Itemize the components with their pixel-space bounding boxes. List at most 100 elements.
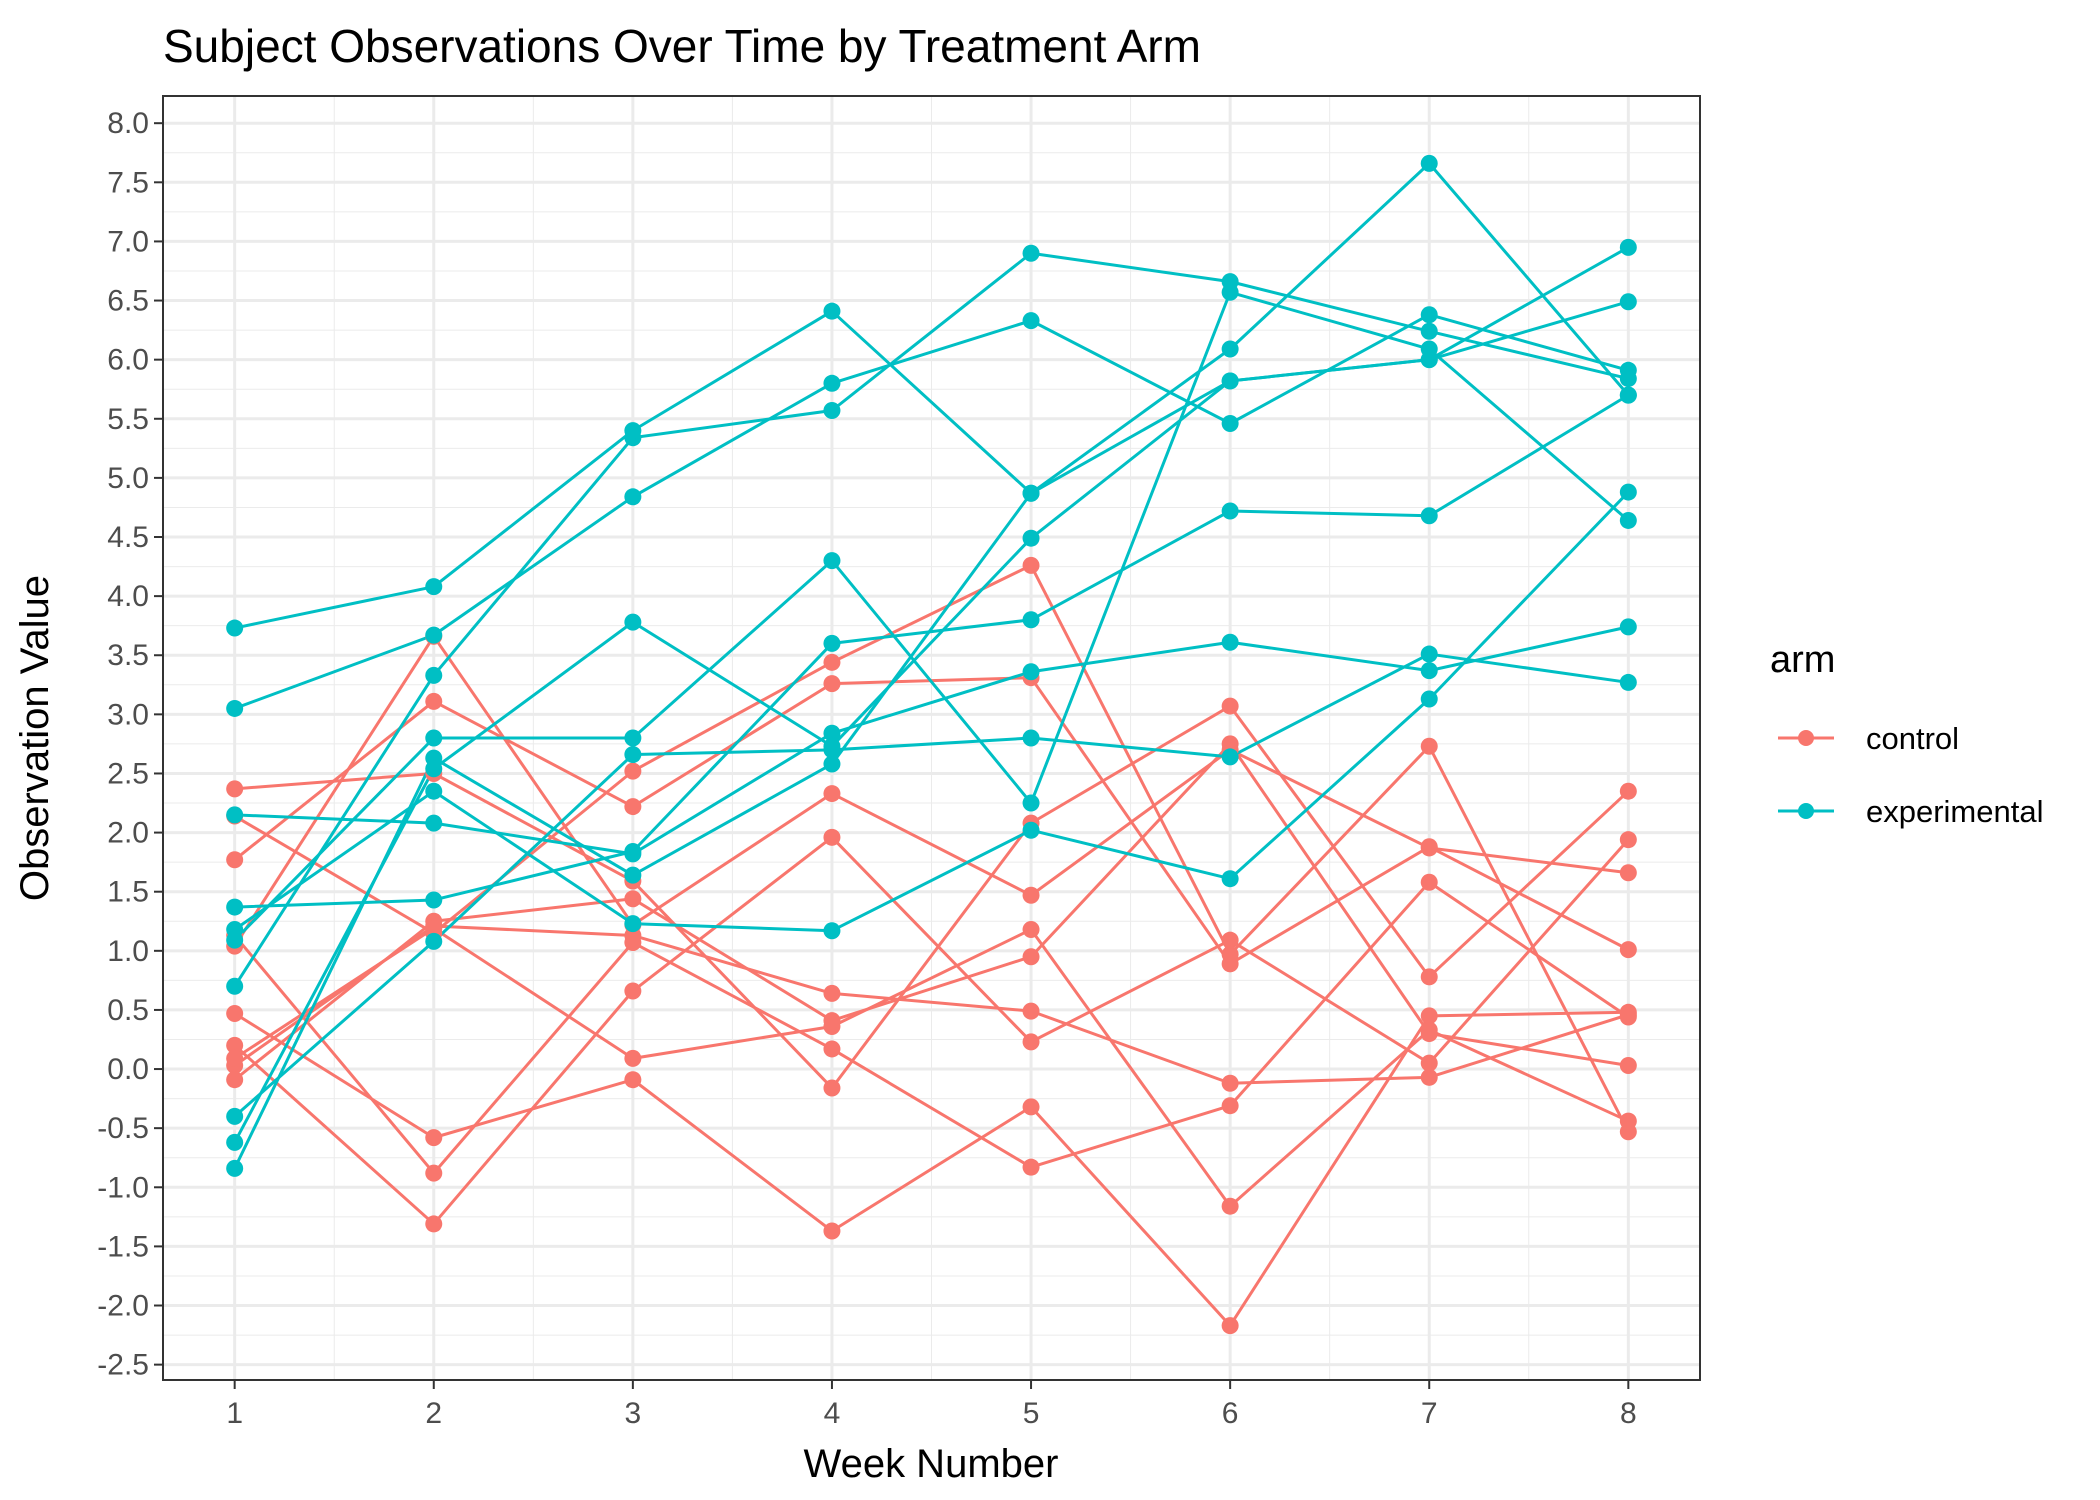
y-tick-label: 3.5 <box>107 639 149 672</box>
data-point-control-5 <box>823 1222 841 1240</box>
x-tick-label: 5 <box>1023 1397 1040 1430</box>
data-point-control-4 <box>1619 864 1637 882</box>
data-point-control-4 <box>823 785 841 803</box>
plot-border <box>162 95 1701 1381</box>
series-line-experimental-7 <box>233 491 1630 933</box>
data-point-control-10 <box>1619 1112 1637 1130</box>
data-point-control-3 <box>823 675 841 693</box>
x-tick-label: 7 <box>1421 1397 1438 1430</box>
data-point-control-10 <box>624 1049 642 1067</box>
data-point-experimental-10 <box>823 552 841 570</box>
data-point-experimental-9 <box>823 741 841 759</box>
data-point-control-9 <box>1221 945 1239 963</box>
data-point-experimental-7 <box>1022 821 1040 839</box>
series-line-control-9 <box>233 563 1630 1133</box>
data-point-experimental-1 <box>1420 306 1438 324</box>
legend-label-experimental: experimental <box>1866 794 2043 829</box>
data-point-control-8 <box>226 1071 244 1089</box>
data-point-control-1 <box>226 1036 244 1054</box>
data-point-experimental-4 <box>226 1133 244 1151</box>
y-tick-label: 8.0 <box>107 107 149 140</box>
data-point-control-10 <box>823 1017 841 1035</box>
data-point-experimental-3 <box>1022 663 1040 681</box>
y-tick-label: 4.5 <box>107 521 149 554</box>
y-tick-label: 0.0 <box>107 1053 149 1086</box>
data-point-control-8 <box>1022 948 1040 966</box>
data-point-control-8 <box>1221 735 1239 753</box>
data-point-control-5 <box>1420 1007 1438 1025</box>
data-point-control-4 <box>1022 886 1040 904</box>
data-point-experimental-4 <box>425 760 443 778</box>
data-point-control-1 <box>1022 1033 1040 1051</box>
series-line-experimental-8 <box>234 393 1630 909</box>
data-point-experimental-3 <box>425 814 443 832</box>
data-point-experimental-5 <box>1420 322 1438 340</box>
data-point-experimental-6 <box>226 619 244 637</box>
data-point-control-7 <box>1221 1074 1239 1092</box>
series-line-experimental-9 <box>233 652 1629 1118</box>
series-line-control-6 <box>234 704 1630 1090</box>
x-axis: 1 2 3 4 5 6 7 8 <box>226 1380 1637 1430</box>
data-point-experimental-7 <box>1221 870 1239 888</box>
x-tick-label: 2 <box>425 1397 442 1430</box>
data-point-control-7 <box>1619 1006 1637 1024</box>
x-axis-title: Week Number <box>804 1442 1059 1486</box>
data-point-experimental-3 <box>1221 633 1239 651</box>
data-point-control-5 <box>624 1071 642 1089</box>
legend-key-point-control <box>1798 730 1814 746</box>
data-point-control-5 <box>226 1004 244 1022</box>
data-point-experimental-10 <box>624 729 642 747</box>
x-tick-label: 6 <box>1222 1397 1239 1430</box>
data-point-experimental-1 <box>425 626 443 644</box>
data-point-control-5 <box>1221 1317 1239 1335</box>
series-line-experimental-1 <box>234 313 1629 710</box>
series-line-control-7 <box>233 924 1629 1085</box>
data-point-control-10 <box>1022 921 1040 939</box>
data-point-experimental-4 <box>1221 372 1239 390</box>
data-point-experimental-10 <box>1619 511 1637 529</box>
data-point-control-3 <box>624 798 642 816</box>
legend-entry-experimental: experimental <box>1778 794 2043 829</box>
data-point-control-7 <box>823 984 841 1002</box>
x-tick-label: 3 <box>625 1397 642 1430</box>
y-tick-label: 5.0 <box>107 462 149 495</box>
series-lines <box>233 161 1630 1328</box>
data-point-control-10 <box>226 1049 244 1067</box>
x-tick-label: 1 <box>226 1397 243 1430</box>
data-point-experimental-3 <box>1619 618 1637 636</box>
y-tick-label: 4.0 <box>107 580 149 613</box>
data-point-experimental-10 <box>226 931 244 949</box>
data-point-control-2 <box>1022 1158 1040 1176</box>
data-point-experimental-2 <box>624 866 642 884</box>
y-tick-label: -1.5 <box>97 1230 149 1263</box>
y-tick-label: 7.0 <box>107 225 149 258</box>
series-line-experimental-3 <box>234 625 1629 856</box>
data-point-control-4 <box>1420 839 1438 857</box>
y-tick-label: 1.5 <box>107 876 149 909</box>
data-point-experimental-4 <box>1619 238 1637 256</box>
data-point-control-7 <box>624 926 642 944</box>
data-point-control-1 <box>624 982 642 1000</box>
data-point-experimental-1 <box>1221 415 1239 433</box>
data-point-control-7 <box>1022 1002 1040 1020</box>
data-point-experimental-5 <box>1022 244 1040 262</box>
data-point-experimental-10 <box>425 729 443 747</box>
data-point-experimental-1 <box>1022 312 1040 330</box>
data-point-control-10 <box>1221 1197 1239 1215</box>
data-point-control-6 <box>823 1079 841 1097</box>
data-point-experimental-5 <box>1619 370 1637 388</box>
data-point-experimental-2 <box>1619 293 1637 311</box>
legend-key-point-experimental <box>1798 803 1814 819</box>
data-point-experimental-8 <box>1420 507 1438 525</box>
data-point-experimental-1 <box>823 374 841 392</box>
data-point-control-10 <box>1420 1021 1438 1039</box>
series-line-experimental-5 <box>233 251 1629 988</box>
data-point-experimental-8 <box>1022 611 1040 629</box>
data-point-control-8 <box>1619 1057 1637 1075</box>
data-point-control-9 <box>1022 556 1040 574</box>
series-line-control-4 <box>233 634 1629 947</box>
data-point-experimental-3 <box>226 806 244 824</box>
y-tick-label: 7.5 <box>107 166 149 199</box>
data-point-experimental-9 <box>1022 729 1040 747</box>
data-point-experimental-1 <box>226 699 244 717</box>
